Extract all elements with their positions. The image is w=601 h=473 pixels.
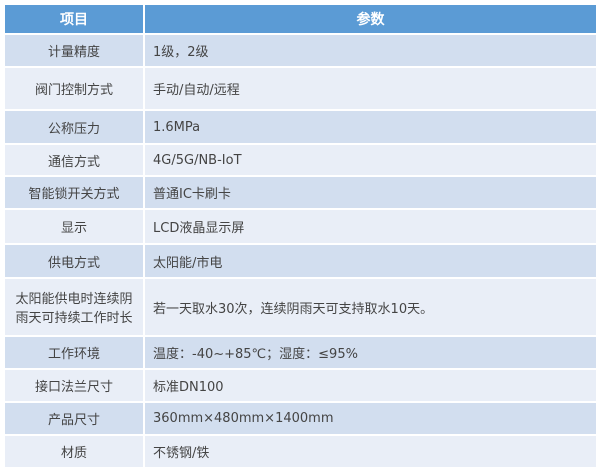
table-row: 显示 LCD液晶显示屏 — [3, 208, 598, 245]
item-cell: 工作环境 — [3, 335, 145, 370]
header-param: 参数 — [143, 3, 598, 35]
value-cell: 手动/自动/远程 — [143, 66, 598, 111]
item-cell: 太阳能供电时连续阴雨天可持续工作时长 — [3, 277, 145, 337]
value-cell: 标准DN100 — [143, 368, 598, 403]
table-row: 智能锁开关方式 普通IC卡刷卡 — [3, 175, 598, 210]
item-cell: 接口法兰尺寸 — [3, 368, 145, 403]
item-cell: 计量精度 — [3, 33, 145, 68]
item-cell: 供电方式 — [3, 243, 145, 279]
item-cell: 通信方式 — [3, 143, 145, 177]
item-cell: 公称压力 — [3, 109, 145, 145]
header-item: 项目 — [3, 3, 145, 35]
value-cell: 4G/5G/NB-IoT — [143, 143, 598, 177]
value-cell: 1.6MPa — [143, 109, 598, 145]
table-row: 材质 不锈钢/铁 — [3, 434, 598, 469]
item-cell: 产品尺寸 — [3, 401, 145, 436]
spec-table: 项目 参数 计量精度 1级，2级 阀门控制方式 手动/自动/远程 公称压力 1.6MPa 通信… — [3, 3, 598, 469]
value-cell: 不锈钢/铁 — [143, 434, 598, 469]
item-cell: 显示 — [3, 208, 145, 245]
value-cell: 普通IC卡刷卡 — [143, 175, 598, 210]
value-cell: LCD液晶显示屏 — [143, 208, 598, 245]
value-cell: 太阳能/市电 — [143, 243, 598, 279]
table-row: 供电方式 太阳能/市电 — [3, 243, 598, 279]
value-cell: 温度：-40~+85℃；湿度：≤95% — [143, 335, 598, 370]
value-cell: 360mm×480mm×1400mm — [143, 401, 598, 436]
item-cell: 阀门控制方式 — [3, 66, 145, 111]
header-row: 项目 参数 — [3, 3, 598, 35]
table-row: 产品尺寸 360mm×480mm×1400mm — [3, 401, 598, 436]
item-cell: 智能锁开关方式 — [3, 175, 145, 210]
item-cell: 材质 — [3, 434, 145, 469]
table-row: 接口法兰尺寸 标准DN100 — [3, 368, 598, 403]
value-cell: 1级，2级 — [143, 33, 598, 68]
table-row: 工作环境 温度：-40~+85℃；湿度：≤95% — [3, 335, 598, 370]
table-row: 太阳能供电时连续阴雨天可持续工作时长 若一天取水30次，连续阴雨天可支持取水10天… — [3, 277, 598, 337]
value-cell: 若一天取水30次，连续阴雨天可支持取水10天。 — [143, 277, 598, 337]
table-row: 阀门控制方式 手动/自动/远程 — [3, 66, 598, 111]
table-row: 公称压力 1.6MPa — [3, 109, 598, 145]
table-row: 通信方式 4G/5G/NB-IoT — [3, 143, 598, 177]
table-row: 计量精度 1级，2级 — [3, 33, 598, 68]
